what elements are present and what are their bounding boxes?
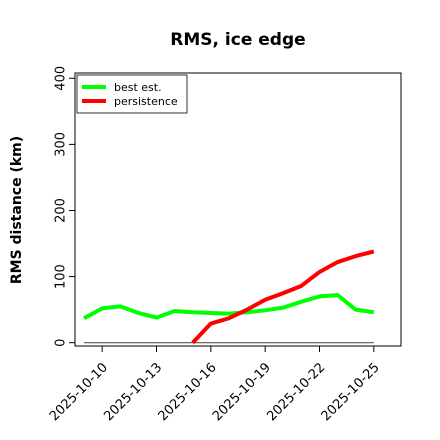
series-line-best-est [83, 293, 375, 320]
y-tick-label: 100 [54, 264, 69, 289]
legend-label-persistence: persistence [114, 95, 178, 108]
x-tick-label: 2025-10-25 [319, 360, 383, 424]
y-tick-label: 0 [54, 339, 69, 347]
series-line-persistence [191, 249, 375, 345]
legend-label-best-est: best est. [114, 81, 162, 94]
legend-box [76, 74, 188, 114]
y-axis-label: RMS distance (km) [9, 136, 25, 284]
y-tick-label: 300 [54, 132, 69, 157]
y-tick-label: 400 [54, 66, 69, 91]
chart-title: RMS, ice edge [170, 30, 305, 50]
legend: best est. persistence [76, 74, 188, 114]
y-tick-label: 200 [54, 198, 69, 223]
